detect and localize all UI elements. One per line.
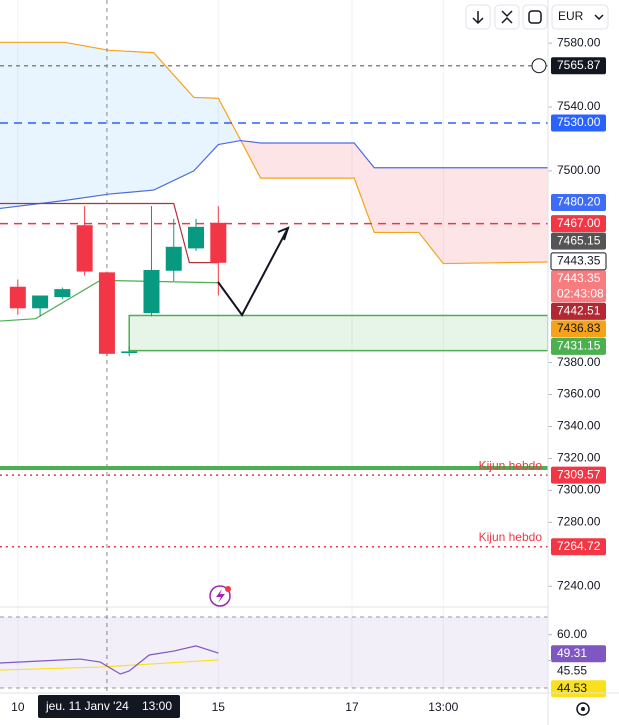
lightning-icon[interactable] [209, 585, 231, 607]
cloud-fill [443, 167, 548, 264]
candle-body [143, 269, 160, 314]
cloud-fill [193, 97, 219, 171]
price-label: 60.00 [557, 627, 587, 641]
y-tick-label: 7300.00 [557, 483, 601, 497]
x-tick-label: 10 [11, 700, 25, 714]
price-label-box [551, 57, 606, 75]
candle-body [98, 272, 115, 354]
price-label-box [551, 645, 606, 663]
cloud-fill [0, 42, 65, 209]
crosshair-plus [531, 58, 547, 74]
candle-body [54, 289, 71, 298]
toolbar-down[interactable] [465, 4, 491, 30]
cloud-fill [153, 52, 194, 191]
candle-body [188, 226, 205, 249]
demand-zone [128, 314, 548, 352]
price-label: 7443.35 [557, 254, 601, 268]
price-label-box [551, 538, 606, 556]
price-label-box [551, 337, 606, 355]
price-label: 7431.15 [557, 339, 601, 353]
x-tick-label: 15 [212, 700, 226, 714]
toolbar-fullscreen[interactable] [522, 4, 548, 30]
cloud-fill [354, 142, 375, 233]
price-label-box [551, 270, 606, 303]
crosshair-date-box [38, 695, 180, 718]
rsi-line [0, 645, 219, 675]
price-line-text: Kijun hebdo [479, 458, 543, 472]
price-label: 7530.00 [557, 115, 601, 129]
y-tick-label: 7320.00 [557, 451, 601, 465]
y-tick-label: 7240.00 [557, 578, 601, 592]
price-label-box [551, 320, 606, 338]
y-tick-label: 7380.00 [557, 355, 601, 369]
arrow-head [277, 226, 290, 241]
price-label: 7443.35 [557, 271, 601, 285]
price-label: 7480.20 [557, 195, 601, 209]
y-tick-label: 7580.00 [557, 35, 601, 49]
currency: EUR [558, 9, 584, 23]
y-tick-label: 7280.00 [557, 515, 601, 529]
toolbar-collapse[interactable] [494, 4, 520, 30]
price-label: 7264.72 [557, 539, 601, 553]
x-tick-label: 13:00 [428, 700, 458, 714]
arrow-drawing [217, 227, 289, 317]
price-label-box [551, 114, 606, 132]
rsi-ma-line [0, 659, 219, 671]
price-label-box [551, 302, 606, 320]
crosshair-time: 13:00 [142, 699, 172, 713]
price-label-box [551, 194, 606, 212]
cloud-fill [109, 50, 154, 195]
cloud-fill [260, 142, 355, 179]
y-tick-label: 7360.00 [557, 387, 601, 401]
crosshair-date: jeu. 11 Janv '24 [45, 699, 129, 713]
price-label-box [551, 215, 606, 233]
price-label-box [551, 466, 606, 484]
candle-body [210, 222, 227, 263]
y-tick-label: 7540.00 [557, 99, 601, 113]
y-tick-label: 7500.00 [557, 163, 601, 177]
price-label: 7442.51 [557, 304, 601, 318]
price-label-box [551, 232, 606, 250]
price-label-box [550, 252, 607, 271]
settings-icon[interactable] [576, 702, 590, 716]
price-label: 7467.00 [557, 216, 601, 230]
currency-dropdown[interactable]: EUR [551, 4, 609, 30]
price-label: 7309.57 [557, 467, 601, 481]
candle-body [165, 246, 182, 271]
cloud-fill [64, 42, 110, 201]
cloud-fill [374, 167, 419, 233]
candle-body [76, 225, 93, 272]
y-tick-label: 7340.00 [557, 419, 601, 433]
candle-body [32, 295, 49, 309]
candle-body [121, 351, 138, 354]
candle-body [9, 286, 26, 309]
rsi-band-fill [0, 617, 548, 688]
cloud-fill [418, 167, 444, 264]
price-label: 45.55 [557, 663, 587, 677]
price-line-text: Kijun hebdo [479, 530, 543, 544]
price-label: 7565.87 [557, 58, 601, 72]
kijun-line [0, 202, 219, 264]
price-label: 49.31 [557, 646, 587, 660]
senkou-a-line [0, 139, 548, 210]
price-label: 7436.83 [557, 321, 601, 335]
price-label: 7465.15 [557, 233, 601, 247]
countdown: 02:43:08 [557, 287, 604, 301]
x-tick-label: 17 [345, 700, 359, 714]
price-label: 44.53 [557, 681, 587, 695]
